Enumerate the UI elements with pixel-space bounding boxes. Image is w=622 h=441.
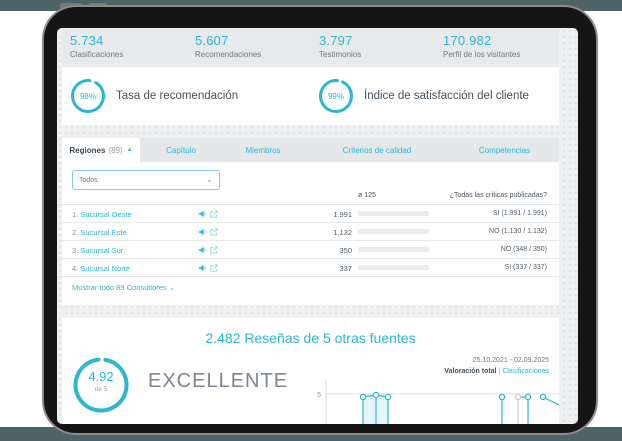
- review-count: 350: [339, 246, 352, 255]
- stat-clasificaciones: 5.734 Clasificaciones: [70, 33, 123, 59]
- legend-total: Valoración total: [444, 367, 497, 375]
- tablet-volume-button: [88, 3, 108, 9]
- region-filter-select[interactable]: Todos ⌄: [72, 170, 220, 190]
- stats-card: 5.734 Clasificaciones 5.607 Recomendacio…: [62, 29, 559, 125]
- megaphone-icon[interactable]: [198, 246, 206, 254]
- legend-clasificaciones-link[interactable]: Clasificaciones: [502, 367, 549, 375]
- gauge-label: Tasa de recomendación: [116, 90, 239, 102]
- stat-label: Clasificaciones: [70, 50, 124, 59]
- table-row: 2. Sucursal Este 1.132 NO (1.130 / 1.132…: [62, 223, 559, 241]
- review-count: 337: [339, 264, 352, 273]
- chevron-up-icon: ▲: [126, 147, 133, 153]
- review-bar: [358, 247, 429, 252]
- row-rank: 3.: [72, 246, 79, 255]
- gauge-label: Índice de satisfacción del cliente: [364, 90, 529, 102]
- external-link-icon[interactable]: [210, 264, 218, 272]
- overall-score-scale: de 5: [94, 386, 108, 393]
- review-count: 1.132: [333, 228, 352, 237]
- page-top-band: [0, 0, 622, 11]
- table-row: 3. Sucursal Sur 350 NO (348 / 350): [62, 241, 559, 259]
- stat-value: 3.797: [319, 33, 353, 48]
- dashboard-screen: 5.734 Clasificaciones 5.607 Recomendacio…: [57, 28, 578, 424]
- date-range: 25.10.2021 - 02.09.2025: [472, 357, 549, 364]
- reviews-sparkline-chart: 5: [317, 380, 559, 424]
- reviews-card: 2.482 Reseñas de 5 otras fuentes 4.92 de…: [62, 318, 559, 424]
- review-bar: [358, 229, 429, 234]
- external-link-icon[interactable]: [210, 210, 218, 218]
- tab-bar: Regiones (89) ▲ Capítulo Miembros Criter…: [62, 138, 559, 162]
- stat-label: Perfil de los visitantes: [443, 50, 521, 59]
- table-row: 1. Sucursal Oeste 1.991 SI (1.991 / 1.99…: [62, 204, 559, 223]
- tab-competencias[interactable]: Competencias: [478, 145, 531, 155]
- gauge-satisfaction-index: 99% Índice de satisfacción del cliente: [318, 78, 529, 114]
- reviews-title: 2.482 Reseñas de 5 otras fuentes: [205, 330, 416, 346]
- stat-value: 5.607: [195, 33, 229, 48]
- gauge-recommendation-rate: 98% Tasa de recomendación: [70, 78, 238, 114]
- regions-table: 1. Sucursal Oeste 1.991 SI (1.991 / 1.99…: [62, 204, 559, 277]
- region-link[interactable]: Sucursal Oeste: [80, 210, 132, 219]
- table-row: 4. Sucursal Norte 337 SI (337 / 337): [62, 259, 559, 277]
- tablet-volume-button: [60, 3, 82, 9]
- legend-divider: |: [498, 367, 501, 375]
- gauge-percent: 98%: [79, 91, 96, 101]
- region-link[interactable]: Sucursal Sur: [80, 246, 124, 255]
- rating-word: EXCELLENTE: [148, 370, 289, 392]
- chevron-down-icon: ⌄: [206, 175, 213, 184]
- tab-label: Regiones: [69, 145, 106, 155]
- stat-perfil-visitantes: 170.982 Perfil de los visitantes: [443, 33, 520, 59]
- gauge-ring-icon: 98%: [70, 78, 106, 114]
- tab-criterios-calidad[interactable]: Criterios de calidad: [342, 145, 412, 155]
- megaphone-icon[interactable]: [198, 264, 206, 272]
- chart-legend: Valoración total | Clasificaciones: [444, 367, 549, 378]
- stat-testimonios: 3.797 Testimonios: [319, 33, 361, 59]
- overall-score: 4.92: [88, 369, 114, 384]
- tab-capitulo[interactable]: Capítulo: [166, 145, 196, 155]
- reviews-meta: 25.10.2021 - 02.09.2025 Valoración total…: [444, 356, 549, 377]
- published-status: NO (1.130 / 1.132): [489, 228, 547, 235]
- stats-band: 5.734 Clasificaciones 5.607 Recomendacio…: [62, 29, 559, 67]
- megaphone-icon[interactable]: [198, 210, 206, 218]
- published-status: NO (348 / 350): [500, 246, 547, 253]
- overall-score-ring: 4.92 de 5: [72, 356, 130, 414]
- stat-value: 170.982: [443, 33, 492, 48]
- tab-count: (89): [108, 145, 123, 155]
- stat-recomendaciones: 5.607 Recomendaciones: [195, 33, 261, 59]
- tablet-frame: 5.734 Clasificaciones 5.607 Recomendacio…: [44, 7, 596, 433]
- gauge-percent: 99%: [327, 91, 344, 101]
- show-all-consultants-link[interactable]: Mostrar todo 89 Consultores ⌄: [72, 283, 175, 292]
- review-bar: [358, 265, 429, 270]
- tab-regiones[interactable]: Regiones (89) ▲: [62, 138, 140, 162]
- table-header: ø 125 ¿Todas las críticas publicadas?: [62, 192, 559, 202]
- external-link-icon[interactable]: [210, 228, 218, 236]
- stat-label: Testimonios: [319, 50, 362, 59]
- gauges-row: 98% Tasa de recomendación 99% Índice de …: [62, 67, 559, 125]
- row-rank: 1.: [72, 210, 79, 219]
- row-rank: 4.: [72, 264, 79, 273]
- average-header: ø 125: [358, 192, 376, 199]
- select-value: Todos: [79, 176, 98, 184]
- review-count: 1.991: [333, 210, 352, 219]
- gauge-ring-icon: 99%: [318, 78, 354, 114]
- review-bar: [358, 211, 429, 216]
- published-status: SI (1.991 / 1.991): [492, 210, 547, 217]
- tab-miembros[interactable]: Miembros: [245, 145, 281, 155]
- stat-label: Recomendaciones: [195, 50, 262, 59]
- external-link-icon[interactable]: [210, 246, 218, 254]
- regions-card: Regiones (89) ▲ Capítulo Miembros Criter…: [62, 138, 559, 305]
- row-rank: 2.: [72, 228, 79, 237]
- region-link[interactable]: Sucursal Este: [80, 228, 127, 237]
- megaphone-icon[interactable]: [198, 228, 206, 236]
- stat-value: 5.734: [70, 33, 104, 48]
- score-ring-icon: [73, 357, 129, 413]
- svg-text:5: 5: [317, 392, 321, 399]
- published-header: ¿Todas las críticas publicadas?: [449, 192, 547, 199]
- published-status: SI (337 / 337): [504, 264, 547, 271]
- region-link[interactable]: Sucursal Norte: [80, 264, 130, 273]
